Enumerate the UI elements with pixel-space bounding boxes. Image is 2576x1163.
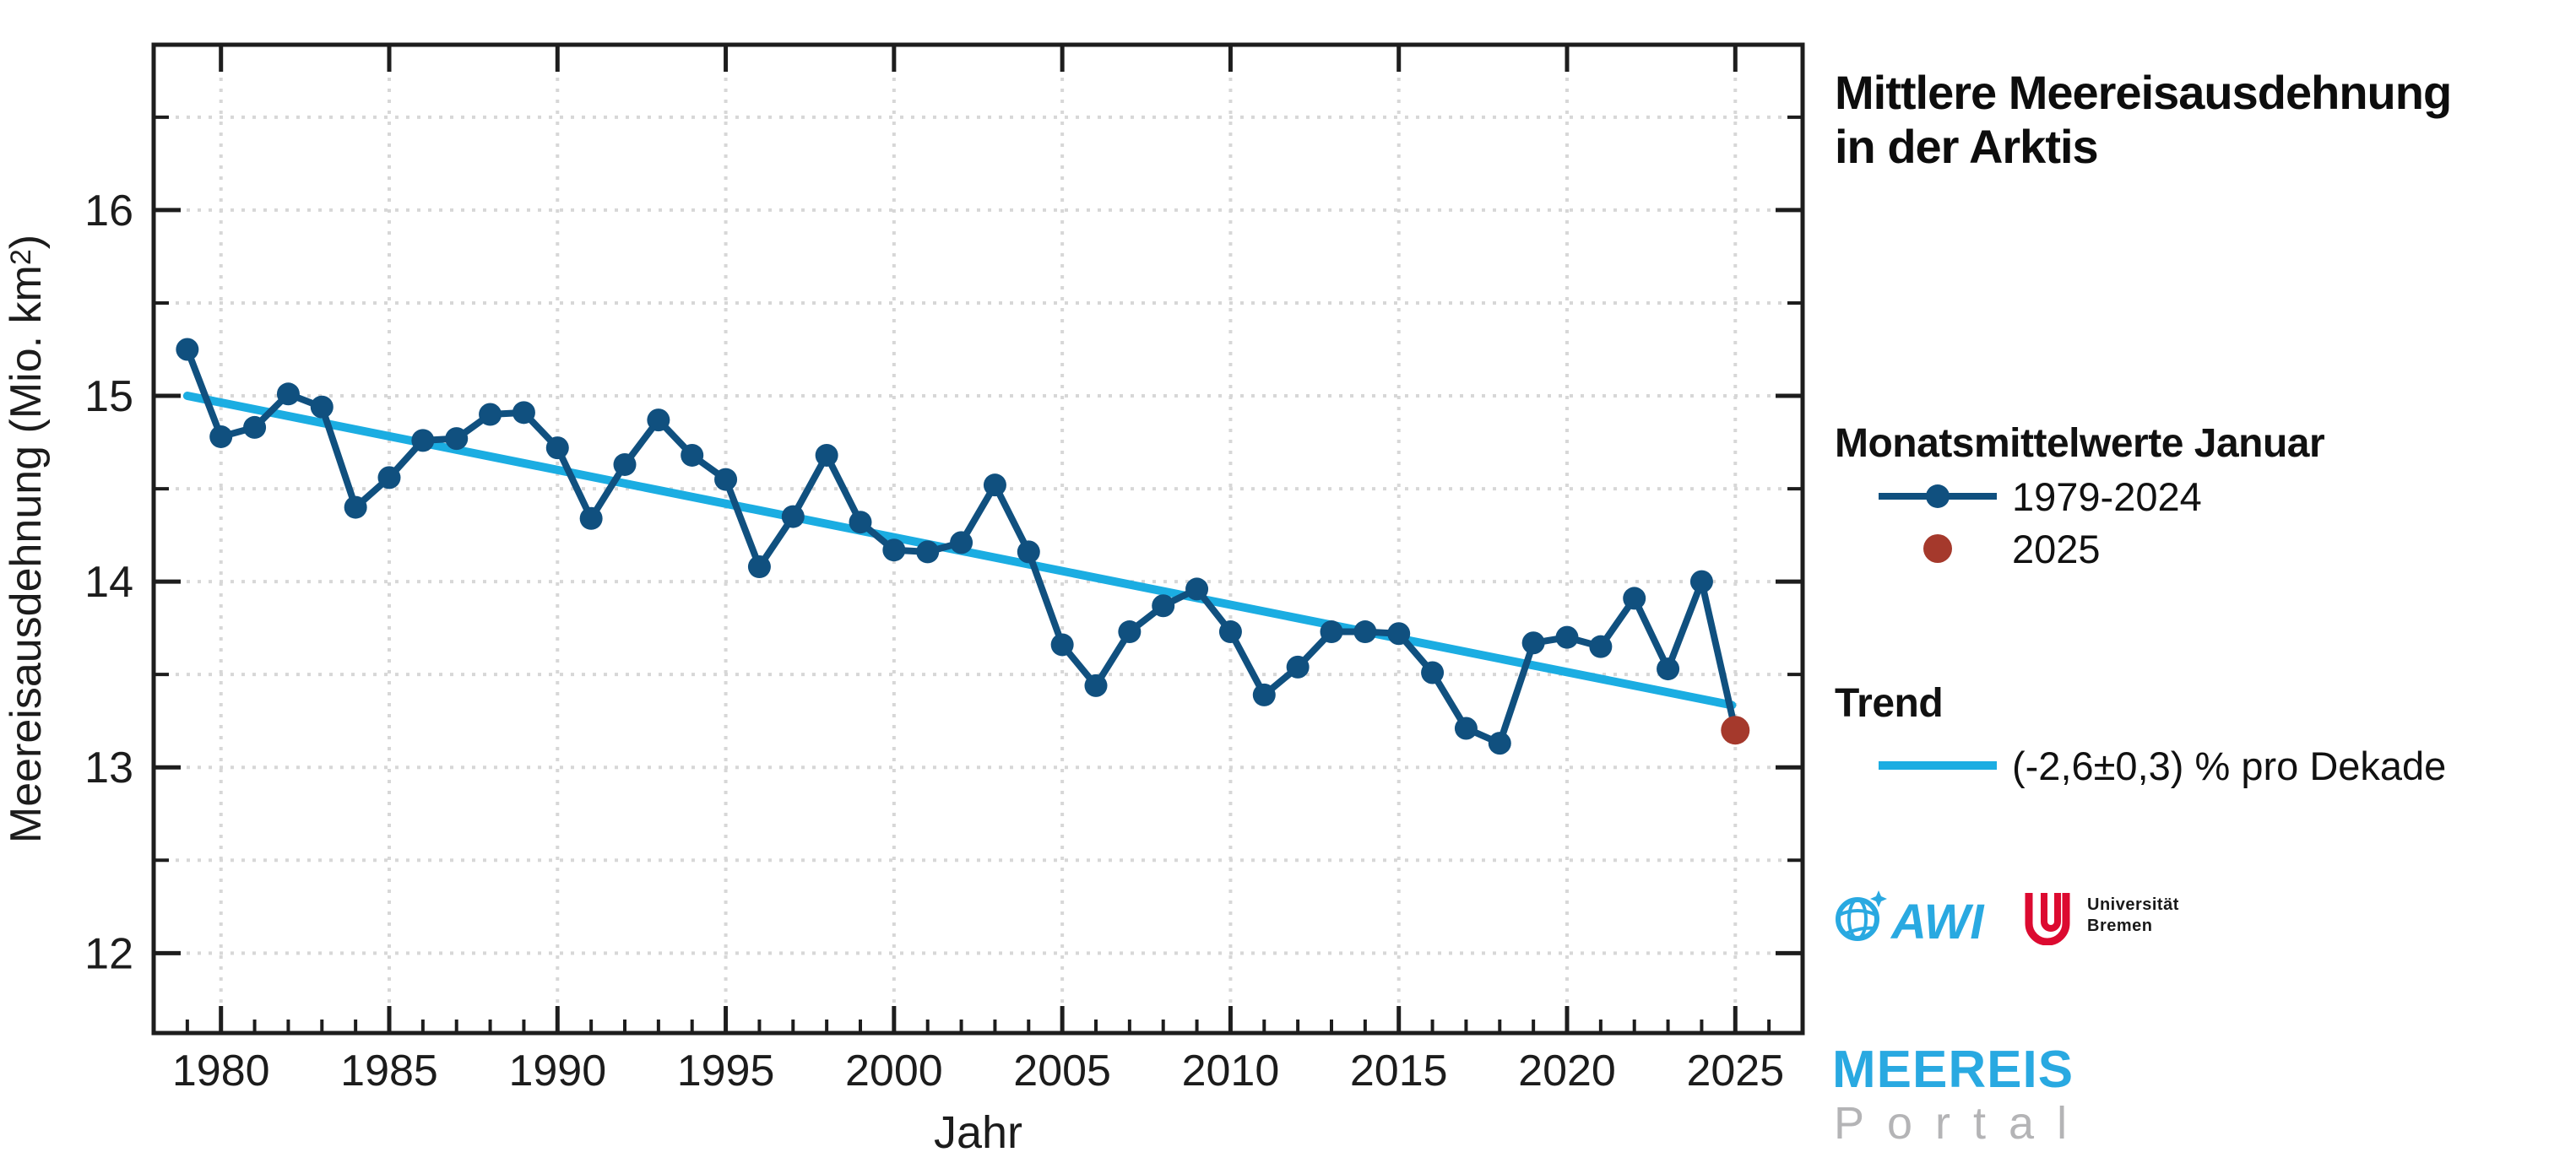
- title-line2: in der Arktis: [1835, 119, 2099, 173]
- x-tick-label: 2020: [1518, 1047, 1616, 1095]
- legend-label-main: 1979-2024: [2012, 473, 2202, 519]
- uni-bremen-logo: Universität Bremen: [2025, 893, 2179, 945]
- legend-heading: Monatsmittelwerte Januar: [1835, 421, 2325, 466]
- x-tick-label: 1995: [677, 1047, 775, 1095]
- y-tick-label: 14: [84, 558, 133, 607]
- title-line1: Mittlere Meereisausdehnung: [1835, 66, 2452, 119]
- y-axis-title: Meereisausdehnung (Mio. km2): [2, 235, 51, 843]
- awi-wordmark: AWI: [1890, 895, 1985, 949]
- legend-entry-main: 1979-2024: [1835, 473, 2202, 519]
- y-tick-label: 16: [84, 187, 133, 235]
- portal-wordmark: Portal: [1834, 1098, 2091, 1149]
- page-title: Mittlere Meereisausdehnung in der Arktis: [1835, 66, 2452, 174]
- x-tick-label: 2015: [1350, 1047, 1448, 1095]
- uni-bremen-u-icon: [2025, 893, 2070, 945]
- line-dot-marker-icon: [1879, 484, 1997, 508]
- x-tick-label: 1980: [172, 1047, 270, 1095]
- meereis-wordmark: MEEREIS: [1832, 1041, 2074, 1099]
- x-tick-label: 2010: [1182, 1047, 1280, 1095]
- awi-star-icon: [1870, 890, 1887, 907]
- awi-logo: AWI: [1836, 890, 1985, 949]
- x-tick-label: 2025: [1686, 1047, 1784, 1095]
- x-tick-label: 2000: [845, 1047, 943, 1095]
- x-tick-label: 2005: [1013, 1047, 1111, 1095]
- x-axis-title: Jahr: [934, 1107, 1022, 1158]
- legend-label-trend: (-2,6±0,3) % pro Dekade: [2012, 743, 2447, 788]
- y-tick-label: 12: [84, 929, 133, 978]
- trend-heading: Trend: [1835, 681, 1944, 726]
- x-tick-label: 1990: [508, 1047, 606, 1095]
- legend-entry-trend: (-2,6±0,3) % pro Dekade: [1835, 743, 2447, 788]
- legend-entry-2025: 2025: [1835, 527, 2101, 571]
- y-tick-label: 13: [84, 744, 133, 792]
- legend-label-2025: 2025: [2012, 526, 2101, 571]
- uni-bremen-text: Universität Bremen: [2087, 895, 2179, 935]
- red-dot-marker-icon: [1923, 534, 1952, 563]
- y-tick-label: 15: [84, 372, 133, 421]
- x-tick-label: 1985: [340, 1047, 438, 1095]
- trend-line-marker-icon: [1879, 761, 1997, 770]
